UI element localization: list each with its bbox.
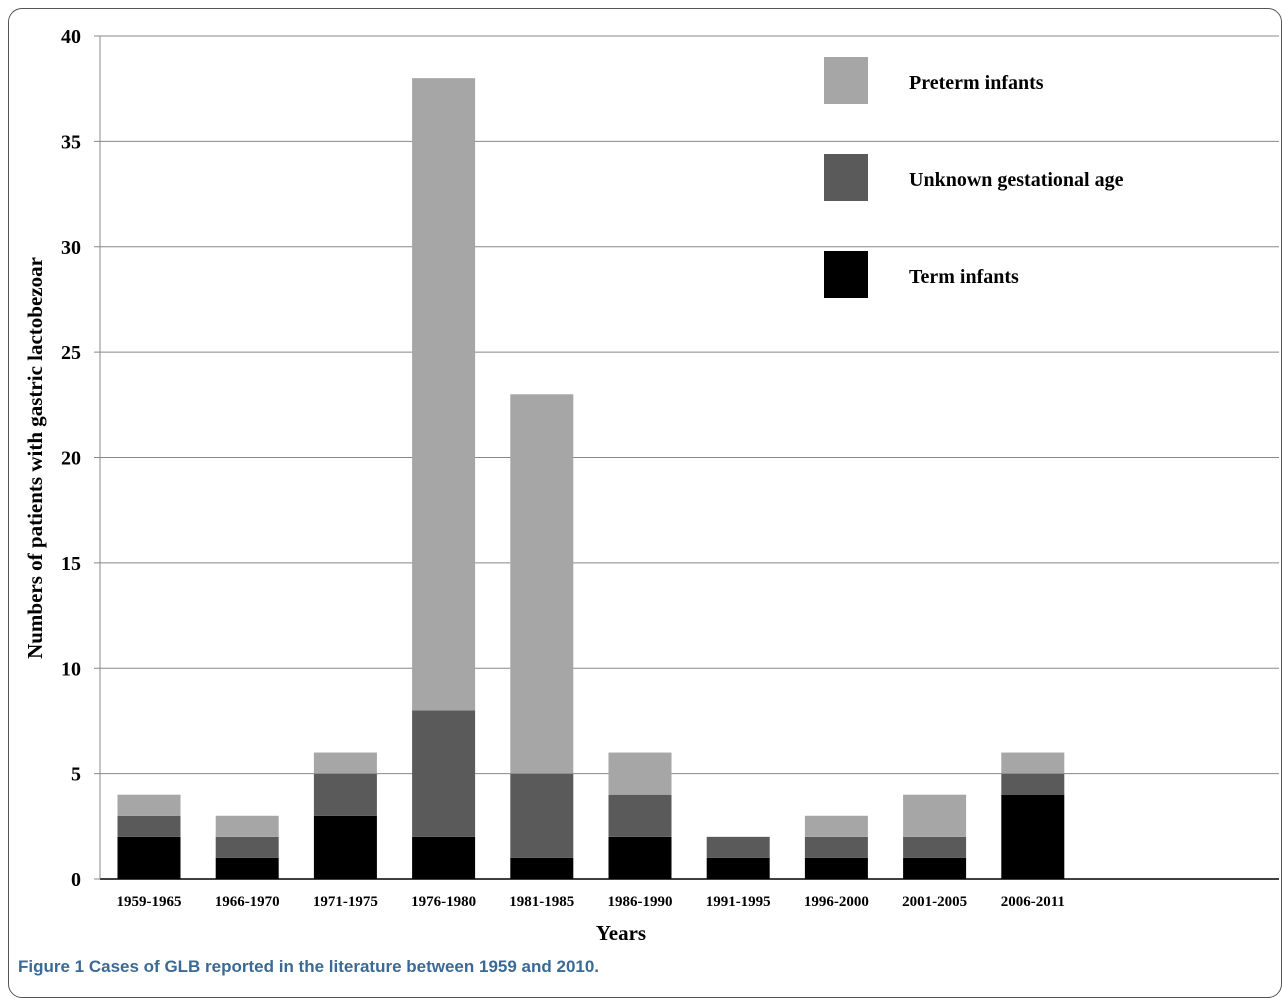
legend-swatch <box>824 154 868 201</box>
bar-segment-term-infants <box>608 836 672 879</box>
bar-segment-preterm-infants <box>804 815 868 837</box>
bar-segment-unknown-gestational-age <box>510 773 574 858</box>
bar-segment-preterm-infants <box>412 78 476 711</box>
figure-caption: Figure 1 Cases of GLB reported in the li… <box>18 957 599 977</box>
bar-segment-term-infants <box>706 857 770 879</box>
bar-segment-preterm-infants <box>903 794 967 837</box>
bar-segment-preterm-infants <box>510 394 574 774</box>
bar-segment-term-infants <box>313 815 377 879</box>
y-tick-labels: 0 5 10 15 20 25 30 35 40 <box>61 26 81 891</box>
x-tick-label: 2001-2005 <box>902 894 967 910</box>
x-tick-label: 1971-1975 <box>313 894 378 910</box>
x-tick-label: 1981-1985 <box>509 894 574 910</box>
stacked-bar-chart: 0 5 10 15 20 25 30 35 40 1959-1965 1966-1970 1971-… <box>23 26 1279 945</box>
bar-segment-preterm-infants <box>1001 752 1065 774</box>
bar-segment-preterm-infants <box>215 815 279 837</box>
x-tick-label: 1976-1980 <box>411 894 476 910</box>
bar-segment-term-infants <box>412 836 476 879</box>
bar-segment-unknown-gestational-age <box>903 836 967 858</box>
legend-label: Preterm infants <box>909 72 1044 94</box>
y-tick-label: 30 <box>61 237 81 259</box>
bar-segment-term-infants <box>1001 794 1065 879</box>
y-tick-label: 0 <box>71 869 81 891</box>
x-tick-labels: 1959-1965 1966-1970 1971-1975 1976-1980 1981… <box>117 894 1065 910</box>
bar-segment-preterm-infants <box>313 752 377 774</box>
x-tick-label: 1966-1970 <box>215 894 280 910</box>
gridlines <box>94 35 1279 880</box>
x-tick-label: 1959-1965 <box>117 894 182 910</box>
bar-segment-preterm-infants <box>608 752 672 795</box>
legend-swatch <box>824 251 868 298</box>
bar-segment-term-infants <box>903 857 967 879</box>
bar-segment-term-infants <box>215 857 279 879</box>
legend-label: Term infants <box>909 266 1019 288</box>
y-tick-label: 40 <box>61 26 81 48</box>
bar-segment-term-infants <box>117 836 181 879</box>
legend-label: Unknown gestational age <box>909 169 1124 191</box>
bar-segment-unknown-gestational-age <box>412 710 476 837</box>
caption-text: Cases of GLB reported in the literature … <box>88 957 600 976</box>
y-tick-label: 35 <box>61 131 81 153</box>
caption-label: Figure 1 <box>18 957 85 976</box>
legend-swatch <box>824 57 868 104</box>
bar-segment-unknown-gestational-age <box>804 836 868 858</box>
legend: Preterm infants Unknown gestational age Te… <box>824 57 1124 298</box>
x-tick-label: 1986-1990 <box>608 894 673 910</box>
bar-segment-unknown-gestational-age <box>706 836 770 858</box>
y-tick-label: 25 <box>61 342 81 364</box>
bar-segment-unknown-gestational-age <box>608 794 672 837</box>
y-tick-label: 20 <box>61 448 81 470</box>
y-tick-label: 5 <box>71 764 81 786</box>
bar-segment-unknown-gestational-age <box>313 773 377 816</box>
x-tick-label: 2006-2011 <box>1001 894 1065 910</box>
y-axis-title: Numbers of patients with gastric lactobe… <box>23 257 47 659</box>
bar-segment-unknown-gestational-age <box>117 815 181 837</box>
bars <box>117 78 1065 879</box>
x-axis-title: Years <box>596 921 646 945</box>
x-tick-label: 1991-1995 <box>706 894 771 910</box>
y-tick-label: 10 <box>61 658 81 680</box>
bar-segment-unknown-gestational-age <box>215 836 279 858</box>
bar-segment-term-infants <box>804 857 868 879</box>
bar-segment-term-infants <box>510 857 574 879</box>
y-tick-label: 15 <box>61 553 81 575</box>
bar-segment-unknown-gestational-age <box>1001 773 1065 795</box>
x-tick-label: 1996-2000 <box>804 894 869 910</box>
bar-segment-preterm-infants <box>117 794 181 816</box>
